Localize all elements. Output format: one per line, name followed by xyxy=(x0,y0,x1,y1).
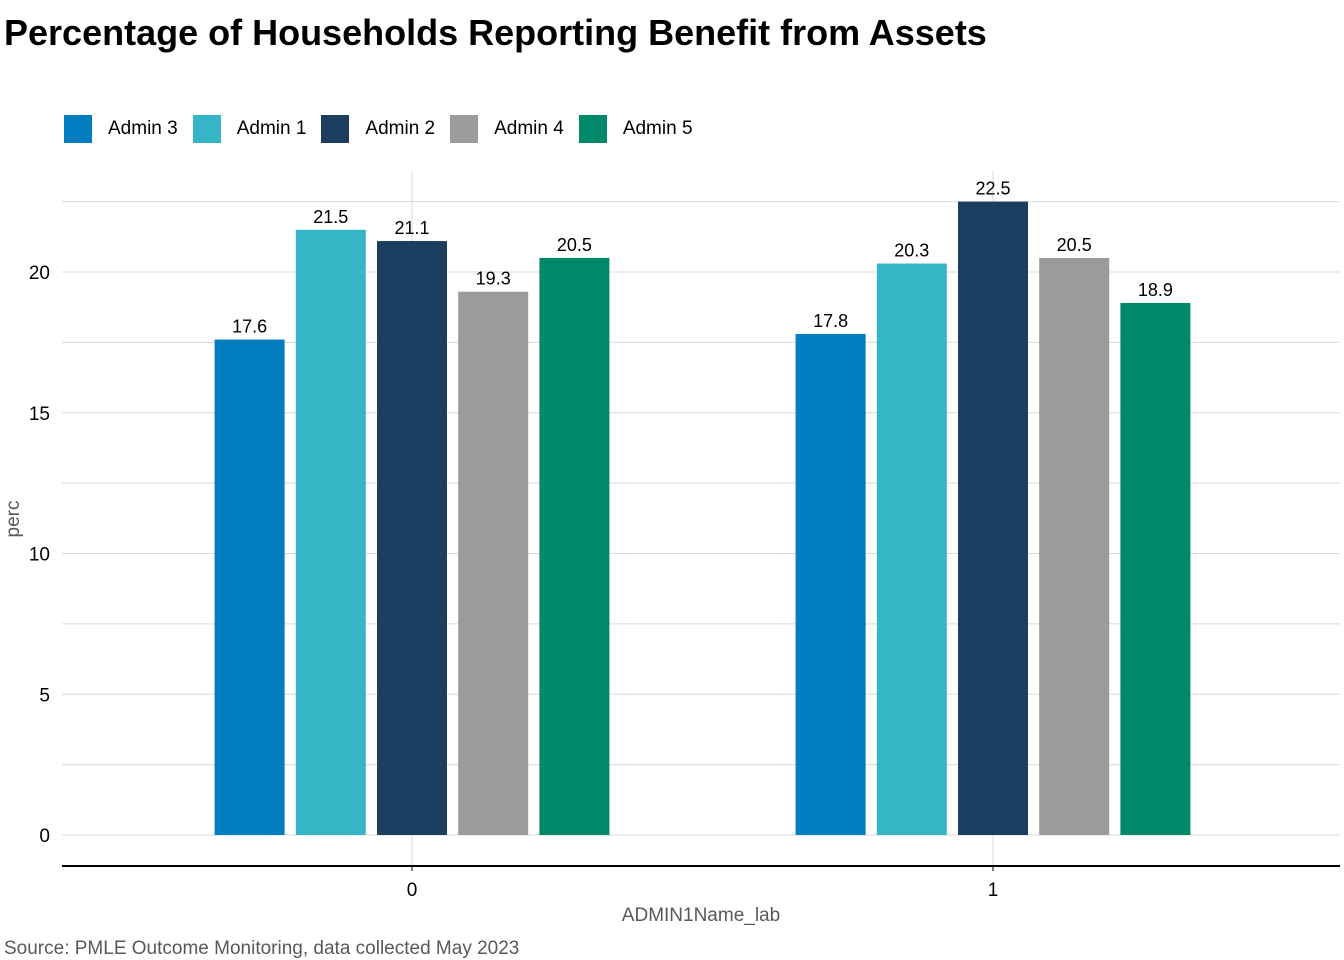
bar-value-label: 20.5 xyxy=(557,235,592,255)
bar-value-label: 21.5 xyxy=(313,207,348,227)
y-tick-label: 20 xyxy=(29,263,50,284)
legend-swatch xyxy=(450,115,479,143)
bar-value-label: 19.3 xyxy=(476,269,511,289)
legend-label: Admin 2 xyxy=(365,118,436,139)
bar xyxy=(795,333,866,835)
x-tick-label: 0 xyxy=(407,880,418,901)
bar xyxy=(214,339,285,835)
legend-label: Admin 4 xyxy=(494,118,564,139)
y-tick-label: 15 xyxy=(29,404,50,425)
y-tick-label: 5 xyxy=(39,685,50,706)
y-tick-label: 10 xyxy=(29,545,50,566)
bar-value-label: 21.1 xyxy=(394,218,429,238)
bar xyxy=(1120,302,1191,836)
legend-item-admin-3: Admin 3 xyxy=(64,115,178,143)
legend-item-admin-5: Admin 5 xyxy=(578,115,693,143)
bar-value-label: 17.8 xyxy=(813,311,848,331)
bar-value-label: 18.9 xyxy=(1138,280,1173,300)
y-tick-label: 0 xyxy=(39,826,50,847)
chart-title: Percentage of Households Reporting Benef… xyxy=(4,12,987,53)
legend-swatch xyxy=(578,115,607,143)
bar xyxy=(958,201,1028,835)
x-tick-label: 1 xyxy=(988,880,999,901)
legend-label: Admin 5 xyxy=(622,118,693,139)
bar xyxy=(1039,257,1110,835)
legend-item-admin-1: Admin 1 xyxy=(192,115,307,143)
legend: Admin 3 Admin 1 Admin 2 Admin 4 Admin 5 xyxy=(64,115,708,143)
y-axis-title: perc xyxy=(3,501,24,538)
legend-item-admin-2: Admin 2 xyxy=(321,115,435,143)
source-caption: Source: PMLE Outcome Monitoring, data co… xyxy=(4,938,520,959)
bar xyxy=(458,291,529,836)
legend-swatch xyxy=(321,115,350,143)
legend-item-admin-4: Admin 4 xyxy=(450,115,564,143)
bar-value-label: 22.5 xyxy=(975,179,1010,199)
bar xyxy=(876,263,947,835)
legend-swatch xyxy=(192,115,221,143)
bar xyxy=(539,257,610,835)
x-axis-title: ADMIN1Name_lab xyxy=(622,905,780,926)
bar-value-label: 20.5 xyxy=(1057,235,1092,255)
legend-label: Admin 3 xyxy=(108,118,178,139)
bar xyxy=(377,241,447,835)
bar-value-label: 20.3 xyxy=(894,241,929,261)
bar-value-label: 17.6 xyxy=(232,317,267,337)
legend-swatch xyxy=(64,115,92,143)
legend-label: Admin 1 xyxy=(236,118,307,139)
bar xyxy=(295,229,366,835)
